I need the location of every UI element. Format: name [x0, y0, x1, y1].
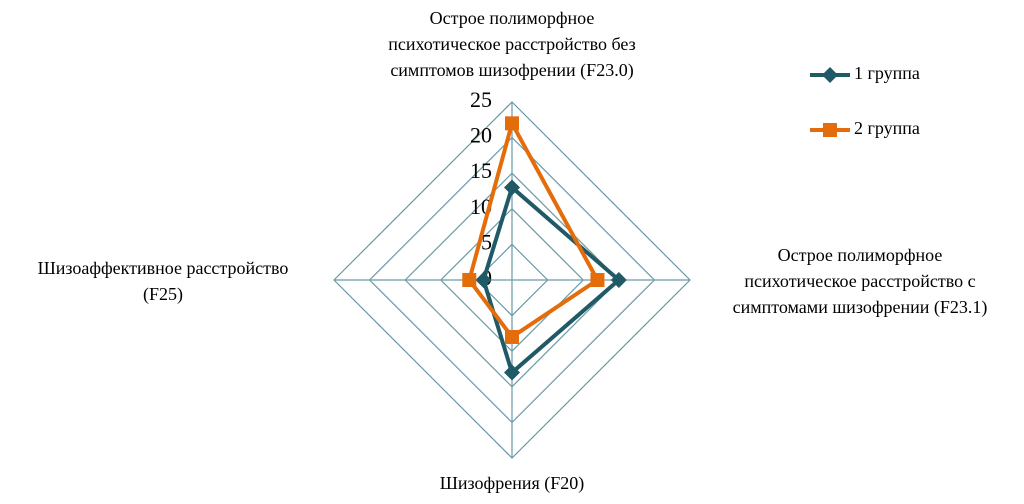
category-label: симптомами шизофрении (F23.1)	[733, 297, 988, 318]
data-point	[475, 272, 492, 288]
y-tick-label: 25	[470, 87, 492, 112]
category-label: психотическое расстройство с	[744, 271, 975, 291]
legend-label: 2 группа	[854, 118, 920, 138]
y-tick-label: 20	[470, 123, 492, 148]
data-point	[505, 116, 519, 131]
category-label: Шизофрения (F20)	[440, 473, 585, 494]
legend-marker	[823, 123, 837, 137]
legend-label: 1 группа	[854, 63, 920, 83]
data-point	[504, 179, 520, 196]
y-tick-label: 15	[470, 158, 492, 183]
data-point	[504, 364, 520, 381]
category-label: Острое полиморфное	[430, 8, 595, 28]
category-label: Острое полиморфное	[778, 245, 943, 265]
data-point	[462, 273, 477, 287]
data-point	[610, 272, 627, 288]
category-label: психотическое расстройство без	[388, 34, 636, 54]
data-point	[505, 329, 519, 344]
category-label: (F25)	[143, 284, 183, 305]
legend-marker	[822, 67, 838, 83]
category-label: симптомов шизофрении (F23.0)	[390, 60, 633, 81]
category-label: Шизоаффективное расстройство	[38, 258, 289, 278]
data-point	[590, 273, 605, 287]
y-tick-label: 5	[481, 229, 492, 254]
